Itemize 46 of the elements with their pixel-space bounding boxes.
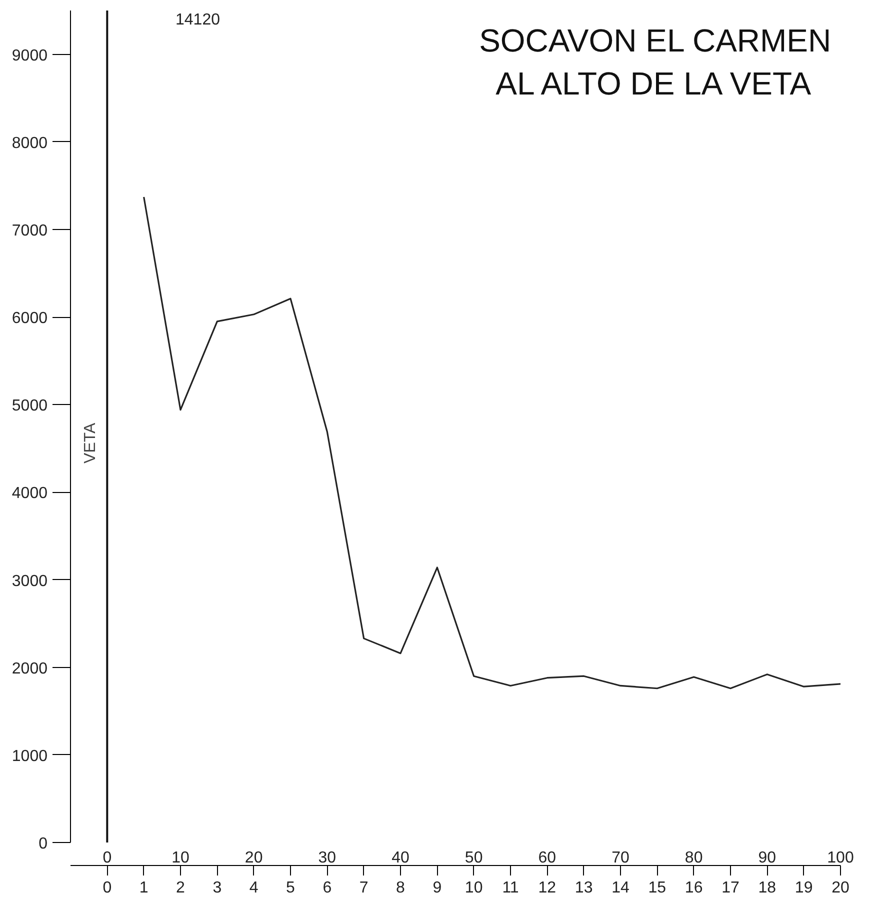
x-tick-label: 16 xyxy=(684,880,703,896)
x-tick-label: 6 xyxy=(322,880,332,896)
x-tick-label: 2 xyxy=(176,880,186,896)
y-tick-label: 5000 xyxy=(12,398,48,415)
x-tick-label: 20 xyxy=(832,880,850,896)
x-tick-label: 18 xyxy=(758,880,776,896)
y-tick-label: 9000 xyxy=(12,47,48,64)
x-tick-label: 3 xyxy=(212,880,222,896)
x-tick-label: 12 xyxy=(538,880,556,896)
x-tick-label: 0 xyxy=(102,880,112,896)
x-tick-label: 17 xyxy=(722,880,740,896)
x2-tick-label: 90 xyxy=(758,850,776,866)
y-tick-label: 6000 xyxy=(12,310,48,328)
y-tick-label: 8000 xyxy=(12,134,48,152)
x-tick-label: 1 xyxy=(139,880,148,896)
y-tick-label: 0 xyxy=(38,836,48,852)
x-tick-label: 13 xyxy=(574,880,593,896)
y-tick-label: 1000 xyxy=(12,748,48,765)
x2-tick-label: 0 xyxy=(102,850,112,866)
x-tick-label: 4 xyxy=(249,880,258,896)
x-tick-label: 14 xyxy=(612,880,630,896)
x-tick-label: 8 xyxy=(396,880,406,896)
x-tick-label: 5 xyxy=(286,880,296,896)
x-tick-label: 7 xyxy=(359,880,368,896)
line-series xyxy=(143,196,840,690)
x2-tick-label: 70 xyxy=(612,850,630,866)
x-tick-label: 9 xyxy=(432,880,442,896)
x-tick-label: 10 xyxy=(464,880,483,896)
x2-tick-label: 60 xyxy=(538,850,556,866)
x-tick-label: 19 xyxy=(794,880,813,896)
y-tick-label: 2000 xyxy=(12,660,48,678)
x2-tick-label: 50 xyxy=(464,850,483,866)
text: SOCAVON EL CARMEN AL ALTO DE LA VETA xyxy=(479,22,832,102)
x2-tick-label: 30 xyxy=(318,850,336,866)
y-tick-label: 4000 xyxy=(12,485,48,502)
y-tick-label: 7000 xyxy=(12,222,48,240)
x2-tick-label: 80 xyxy=(684,850,703,866)
annotation: 14120 xyxy=(176,12,220,28)
x-tick-label: 15 xyxy=(648,880,666,896)
x2-tick-label: 40 xyxy=(392,850,410,866)
x2-tick-label: 20 xyxy=(244,850,263,866)
x-tick-label: 11 xyxy=(502,880,519,896)
x2-tick-label: 10 xyxy=(172,850,190,866)
x2-tick-label: 100 xyxy=(827,850,854,866)
y-tick-label: 3000 xyxy=(12,572,48,590)
ref-line-label: VETA xyxy=(82,422,100,464)
